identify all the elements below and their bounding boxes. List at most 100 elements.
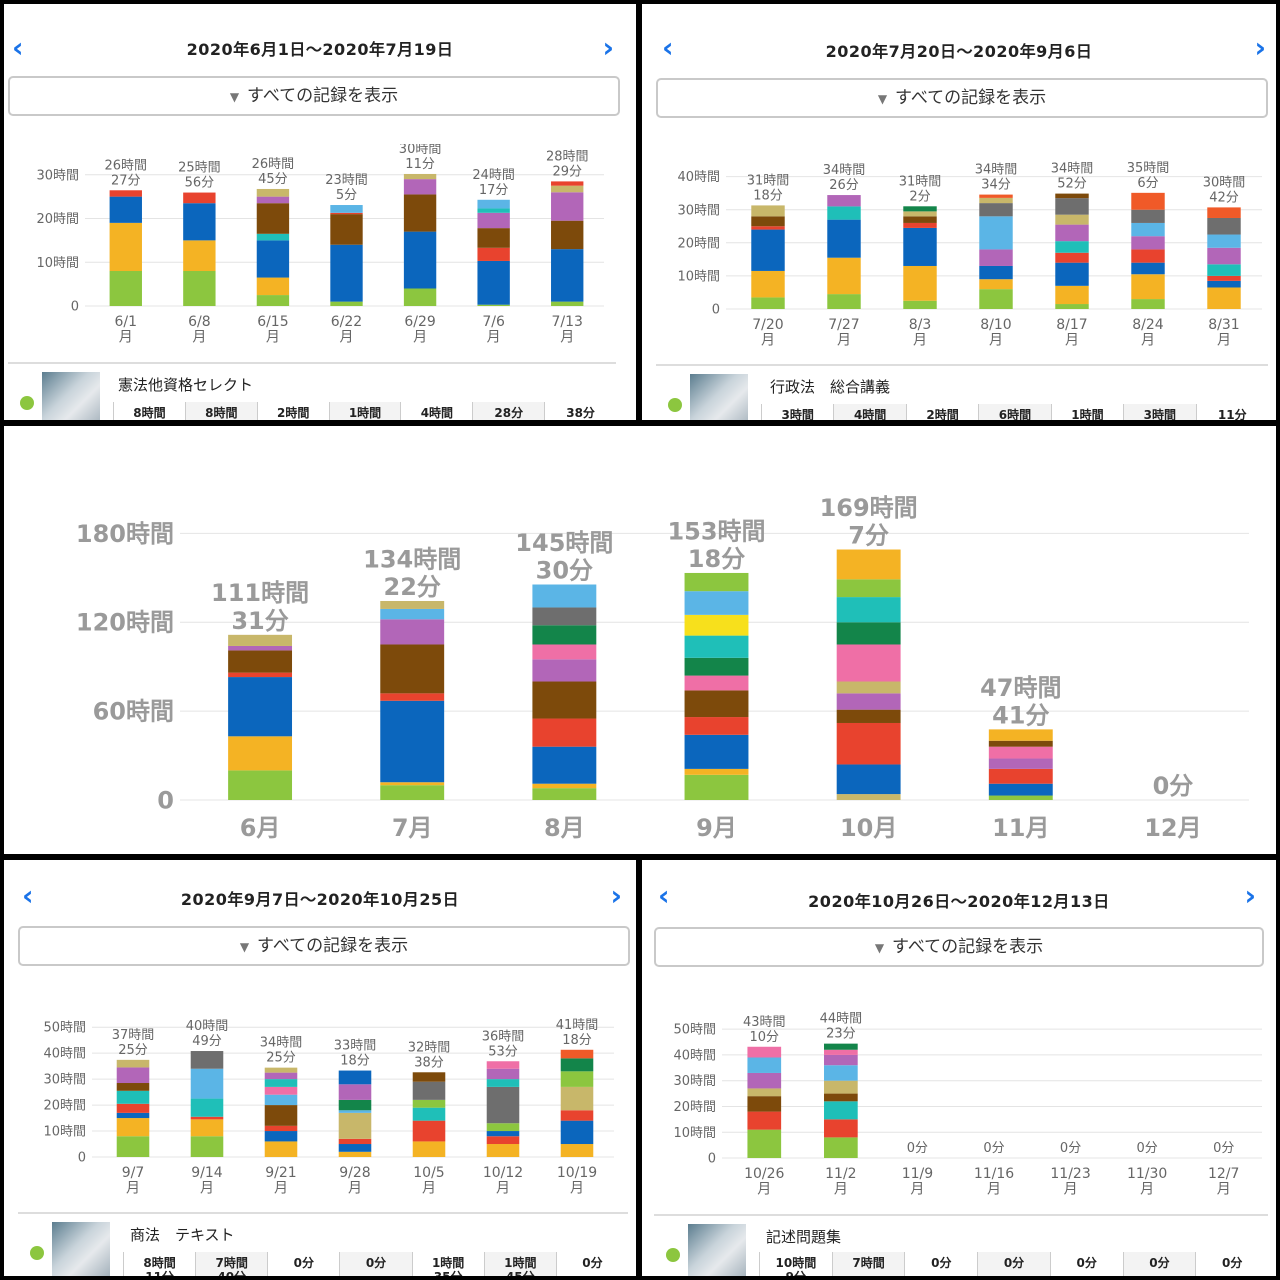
x-category-label-line: 6/29 <box>404 314 435 330</box>
bar-segment <box>1207 247 1241 265</box>
next-arrow-icon[interactable]: › <box>602 31 614 64</box>
x-category-label-line: 11/9 <box>902 1166 933 1182</box>
bar-segment <box>532 659 597 682</box>
bar-segment <box>1131 209 1165 223</box>
bar-segment <box>979 194 1013 198</box>
x-category-label-line: 7/6 <box>482 314 505 330</box>
book-time-cell: 0分 <box>1122 1252 1196 1276</box>
bar-total-label: 31時間 18分 <box>747 173 790 203</box>
bar-segment <box>380 700 445 783</box>
bar-segment <box>1207 280 1241 288</box>
bar-segment <box>836 549 901 580</box>
show-all-records-button[interactable]: ▼ すべての記録を表示 <box>654 927 1264 967</box>
bar-segment <box>824 1043 858 1050</box>
bar-segment <box>532 625 597 645</box>
bar-total-label-line: 31時間 <box>747 173 790 188</box>
x-category-label-line: 6/8 <box>188 314 211 330</box>
bar-segment <box>1207 217 1241 235</box>
y-tick-label: 10時間 <box>36 256 79 271</box>
bar-total-label-line: 49分 <box>192 1034 222 1049</box>
bar-segment <box>477 304 510 306</box>
bar-segment <box>486 1068 520 1080</box>
bar-total-label-line: 153時間 <box>667 517 765 545</box>
prev-arrow-icon[interactable]: ‹ <box>658 879 670 912</box>
bar-segment <box>903 206 937 212</box>
bar-segment <box>747 1111 782 1130</box>
bar-total-label: 35時間 6分 <box>1127 161 1170 191</box>
y-tick-label: 40時間 <box>677 170 720 185</box>
bar-total-label-line: 25分 <box>266 1051 296 1066</box>
bar-total-label-line: 34時間 <box>975 163 1018 178</box>
book-time-cell: 8時間 <box>184 402 257 420</box>
x-category-label-line: 7/27 <box>828 317 859 333</box>
bar-segment <box>1207 234 1241 248</box>
bar-total-label-line: 41時間 <box>556 1018 599 1033</box>
bar-total-label-line: 18分 <box>688 545 745 573</box>
bar-total-label-line: 36時間 <box>482 1029 525 1044</box>
x-category-label-line: 10/12 <box>483 1165 523 1181</box>
x-category-label-line: 7/20 <box>752 317 783 333</box>
y-tick-label: 60時間 <box>93 698 174 726</box>
show-all-records-button[interactable]: ▼ すべての記録を表示 <box>8 76 620 116</box>
bar-segment <box>190 1136 224 1157</box>
book-time-cell: 2時間 <box>905 404 979 420</box>
bar-segment <box>979 265 1013 280</box>
x-category-label-line: 7月 <box>392 814 433 842</box>
bar-segment <box>338 1070 372 1085</box>
x-category-label-line: 8/17 <box>1056 317 1087 333</box>
book-color-dot <box>30 1246 44 1260</box>
bar-total-label: 169時間 7分 <box>820 494 918 550</box>
next-arrow-icon[interactable]: › <box>610 879 622 912</box>
bar-total-label-line: 33時間 <box>334 1039 377 1054</box>
bar-segment <box>330 214 363 245</box>
x-category-label-line: 月 <box>496 1180 510 1196</box>
weekly-panel-3: ‹ 2020年9月7日～2020年10月25日 › ▼ すべての記録を表示 0 10… <box>4 860 636 1276</box>
bar-total-label-line: 25時間 <box>178 161 221 176</box>
triangle-down-icon: ▼ <box>239 940 250 954</box>
next-arrow-icon[interactable]: › <box>1254 31 1266 64</box>
next-arrow-icon[interactable]: › <box>1244 879 1256 912</box>
x-category-label: 12月 <box>1144 814 1201 842</box>
bar-segment <box>903 227 937 266</box>
bar-total-label: 0分 <box>1137 1141 1158 1156</box>
bar-segment <box>338 1099 372 1111</box>
bar-segment <box>256 277 290 296</box>
bar-segment <box>988 795 1053 800</box>
x-category-label-line: 月 <box>560 329 574 345</box>
prev-arrow-icon[interactable]: ‹ <box>662 31 674 64</box>
bar-segment <box>116 1067 150 1084</box>
bar-total-label: 0分 <box>907 1141 928 1156</box>
book-row: 記述問題集 10時間 9分7時間0分0分0分0分0分 <box>654 1214 1269 1276</box>
x-category-label-line: 月 <box>1065 332 1079 348</box>
show-all-records-button[interactable]: ▼ すべての記録を表示 <box>18 926 630 966</box>
x-category-label: 11/23 月 <box>1050 1166 1090 1197</box>
bar-total-label: 30時間 42分 <box>1203 175 1246 205</box>
x-category-label-line: 10/19 <box>557 1165 597 1181</box>
bar-total-label-line: 23時間 <box>325 173 368 188</box>
bar-segment <box>560 1058 594 1072</box>
bar-segment <box>747 1096 782 1112</box>
bar-segment <box>338 1151 372 1157</box>
bar-segment <box>380 782 445 786</box>
x-category-label-line: 11/30 <box>1127 1166 1167 1182</box>
show-all-records-button[interactable]: ▼ すべての記録を表示 <box>656 78 1268 118</box>
bar-total-label: 153時間 18分 <box>667 517 765 573</box>
x-category-label-line: 6月 <box>240 814 281 842</box>
book-row: 憲法他資格セレクト 8時間 7分8時間2時間 17分1時間 19分4時間 2分2… <box>8 362 617 420</box>
bar-total-label-line: 27分 <box>111 173 141 188</box>
bar-segment <box>330 244 363 302</box>
prev-arrow-icon[interactable]: ‹ <box>22 879 34 912</box>
bar-segment <box>190 1051 224 1069</box>
bar-total-label-line: 169時間 <box>820 494 918 522</box>
x-category-label-line: 月 <box>126 1180 140 1196</box>
prev-arrow-icon[interactable]: ‹ <box>12 31 24 64</box>
bar-segment <box>824 1137 858 1158</box>
bar-segment <box>477 260 510 305</box>
bar-segment <box>486 1144 520 1157</box>
bar-total-label: 26時間 45分 <box>252 157 295 187</box>
bar-segment <box>979 279 1013 290</box>
bar-segment <box>532 681 597 719</box>
bar-segment <box>751 270 785 298</box>
book-cover-image <box>688 1224 746 1276</box>
